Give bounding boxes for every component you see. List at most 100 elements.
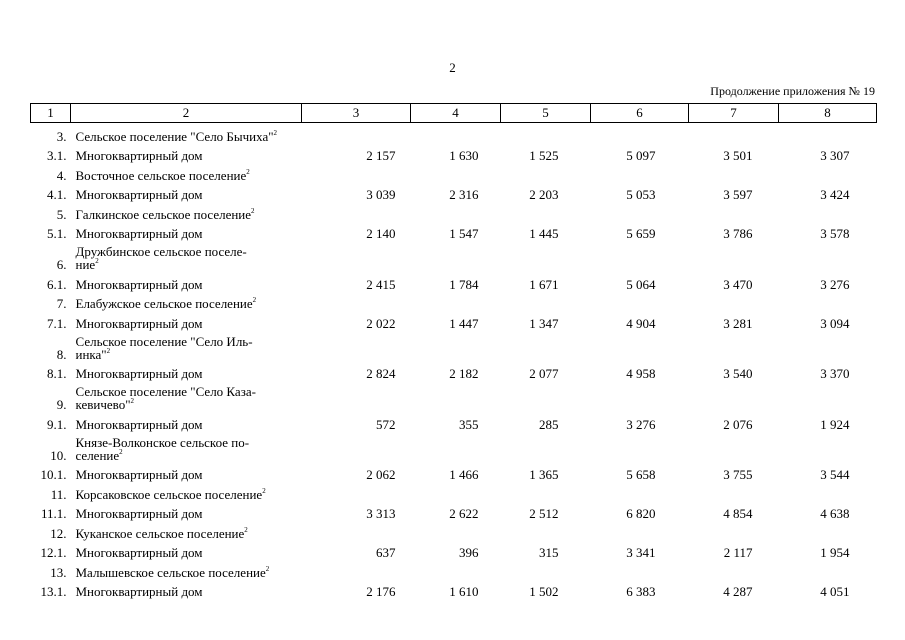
row-name: Многоквартирный дом: [71, 271, 302, 291]
table-row-settlement: 10. Князе-Волконское сельское по- селение…: [31, 431, 877, 462]
table-row-settlement: 9. Сельское поселение "Село Каза- кевичев…: [31, 380, 877, 411]
header-cell-1: 1: [30, 103, 71, 123]
row-name: Многоквартирный дом: [71, 540, 302, 560]
table-row-building: 3.1. Многоквартирный дом 2 157 1 630 1 525 5 …: [31, 143, 877, 163]
row-name-text: Многоквартирный дом: [75, 226, 203, 241]
value-cell-col-5: 2 203: [529, 187, 559, 202]
value-cell-col-5: 1 365: [529, 467, 559, 482]
value-cell-col-3: [302, 240, 411, 271]
value-cell-col-5: [501, 481, 591, 501]
value-cell-col-5: [501, 520, 591, 540]
value-cell-col-5: [501, 431, 591, 462]
row-name: Восточное сельское поселение2: [71, 162, 302, 182]
value-cell-col-8: 3 578: [820, 226, 850, 241]
row-name-text: Сельское поселение "Село Каза- кевичево": [75, 384, 256, 412]
value-cell-col-5: 285: [539, 416, 559, 432]
value-cell-col-6: 5 658: [626, 467, 656, 482]
value-cell-col-6: 5 064: [626, 276, 656, 292]
row-number: 10.1.: [40, 467, 67, 482]
table-row-building: 10.1. Многоквартирный дом 2 062 1 466 1 365 5…: [31, 462, 877, 482]
table-row-building: 4.1. Многоквартирный дом 3 039 2 316 2 203 5 …: [31, 182, 877, 202]
row-name: Сельское поселение "Село Иль- инка"2: [71, 330, 302, 361]
value-cell-col-8: 1 954: [820, 545, 850, 560]
row-number: 13.1.: [40, 584, 67, 599]
value-cell-col-7: [689, 380, 779, 411]
value-cell-col-3: [302, 162, 411, 182]
value-cell-col-5: 2 512: [529, 506, 559, 521]
header-row: 1 2 3 4 5 6 7 8: [30, 103, 877, 123]
value-cell-col-8: [779, 123, 877, 143]
row-name: Князе-Волконское сельское по- селение2: [71, 431, 302, 462]
value-cell-col-6: [591, 380, 689, 411]
value-cell-col-5: 1 525: [529, 148, 559, 163]
value-cell-col-6: [591, 559, 689, 579]
value-cell-col-6: 4 958: [626, 366, 656, 381]
value-cell-col-4: [411, 201, 501, 221]
value-cell-col-8: 4 051: [820, 584, 850, 599]
value-cell-col-7: [689, 123, 779, 143]
value-cell-col-7: 4 854: [723, 506, 753, 521]
table-row-settlement: 13. Малышевское сельское поселение2: [31, 559, 877, 579]
page-number: 2: [449, 60, 456, 75]
table-row-building: 13.1. Многоквартирный дом 2 176 1 610 1 502 6…: [31, 579, 877, 599]
value-cell-col-7: [689, 559, 779, 579]
row-name-text: Многоквартирный дом: [75, 467, 203, 482]
row-name-text: Многоквартирный дом: [75, 584, 203, 599]
value-cell-col-6: 4 904: [626, 315, 656, 331]
value-cell-col-7: [689, 520, 779, 540]
value-cell-col-8: [779, 380, 877, 411]
row-name-text: Многоквартирный дом: [75, 366, 203, 381]
row-name-text: Многоквартирный дом: [75, 545, 203, 560]
value-cell-col-6: [591, 330, 689, 361]
value-cell-col-8: 1 924: [820, 416, 850, 432]
value-cell-col-3: [302, 291, 411, 311]
value-cell-col-3: [302, 559, 411, 579]
value-cell-col-4: 1 784: [449, 276, 479, 292]
value-cell-col-7: [689, 240, 779, 271]
row-name: Куканское сельское поселение2: [71, 520, 302, 540]
value-cell-col-7: 2 076: [723, 416, 753, 432]
value-cell-col-8: 3 424: [820, 187, 850, 202]
row-name-text: Многоквартирный дом: [75, 276, 203, 292]
value-cell-col-3: 3 313: [366, 506, 396, 521]
value-cell-col-7: [689, 201, 779, 221]
row-name: Многоквартирный дом: [71, 501, 302, 520]
footnote-mark: 2: [273, 128, 278, 137]
row-name: Многоквартирный дом: [71, 182, 302, 201]
footnote-mark: 2: [262, 486, 266, 495]
row-number: 8.1.: [47, 366, 67, 381]
value-cell-col-5: [501, 380, 591, 411]
row-number: 9.: [56, 397, 67, 412]
value-cell-col-6: 6 383: [626, 584, 656, 599]
value-cell-col-3: 2 062: [366, 467, 396, 482]
value-cell-col-6: [591, 162, 689, 182]
row-name: Многоквартирный дом: [71, 462, 302, 482]
table-row-settlement: 4. Восточное сельское поселение2: [31, 162, 877, 182]
value-cell-col-4: [411, 330, 501, 361]
value-cell-col-4: [411, 162, 501, 182]
value-cell-col-8: 3 544: [820, 467, 850, 482]
value-cell-col-6: 3 341: [626, 545, 656, 560]
value-cell-col-7: [689, 431, 779, 462]
row-name-text: Дружбинское сельское поселе- ние: [75, 244, 247, 272]
value-cell-col-3: 2 140: [366, 226, 396, 241]
table-row-building: 6.1. Многоквартирный дом 2 415 1 784 1 671 5 …: [31, 271, 877, 291]
table-row-settlement: 3. Сельское поселение "Село Бычиха"2: [31, 123, 877, 143]
value-cell-col-4: 1 466: [449, 467, 479, 482]
value-cell-col-6: [591, 481, 689, 501]
value-cell-col-6: 3 276: [626, 416, 656, 432]
row-name-text: Многоквартирный дом: [75, 148, 203, 163]
row-name-text: Сельское поселение "Село Иль- инка": [75, 333, 253, 362]
table-body: 3. Сельское поселение "Село Бычиха"2 3.1. М…: [31, 123, 877, 599]
value-cell-col-5: 1 671: [529, 276, 559, 292]
value-cell-col-3: [302, 481, 411, 501]
value-cell-col-8: [779, 431, 877, 462]
footnote-mark: 2: [251, 206, 255, 215]
value-cell-col-4: 2 182: [449, 366, 479, 381]
value-cell-col-7: 3 540: [723, 366, 753, 381]
value-cell-col-3: 2 176: [366, 584, 396, 599]
row-number: 3.: [56, 128, 67, 144]
row-name: Елабужское сельское поселение2: [71, 291, 302, 311]
footnote-mark: 2: [95, 257, 99, 265]
row-name: Дружбинское сельское поселе- ние2: [71, 240, 302, 271]
